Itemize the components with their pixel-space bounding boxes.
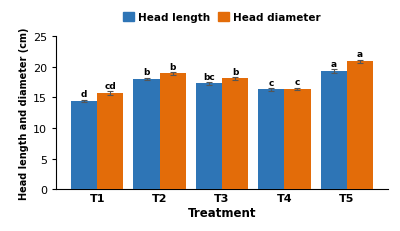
Text: b: b [143, 68, 150, 77]
Bar [134, 80, 160, 189]
Text: b: b [170, 62, 176, 71]
Y-axis label: Head length and diameter (cm): Head length and diameter (cm) [19, 27, 29, 199]
Text: c: c [295, 78, 300, 87]
Text: b: b [232, 67, 238, 76]
Bar [258, 90, 284, 189]
Bar [160, 74, 186, 189]
Bar [347, 62, 373, 189]
Bar [284, 89, 310, 189]
Bar [97, 94, 124, 189]
Bar [71, 102, 97, 189]
Text: a: a [330, 59, 337, 68]
Text: cd: cd [104, 81, 116, 90]
Text: c: c [268, 78, 274, 87]
Text: bc: bc [203, 72, 215, 81]
Text: a: a [357, 50, 363, 59]
Text: d: d [81, 90, 87, 99]
Legend: Head length, Head diameter: Head length, Head diameter [119, 9, 325, 27]
Bar [320, 72, 347, 189]
Bar [196, 84, 222, 189]
X-axis label: Treatment: Treatment [188, 206, 256, 219]
Bar [222, 79, 248, 189]
